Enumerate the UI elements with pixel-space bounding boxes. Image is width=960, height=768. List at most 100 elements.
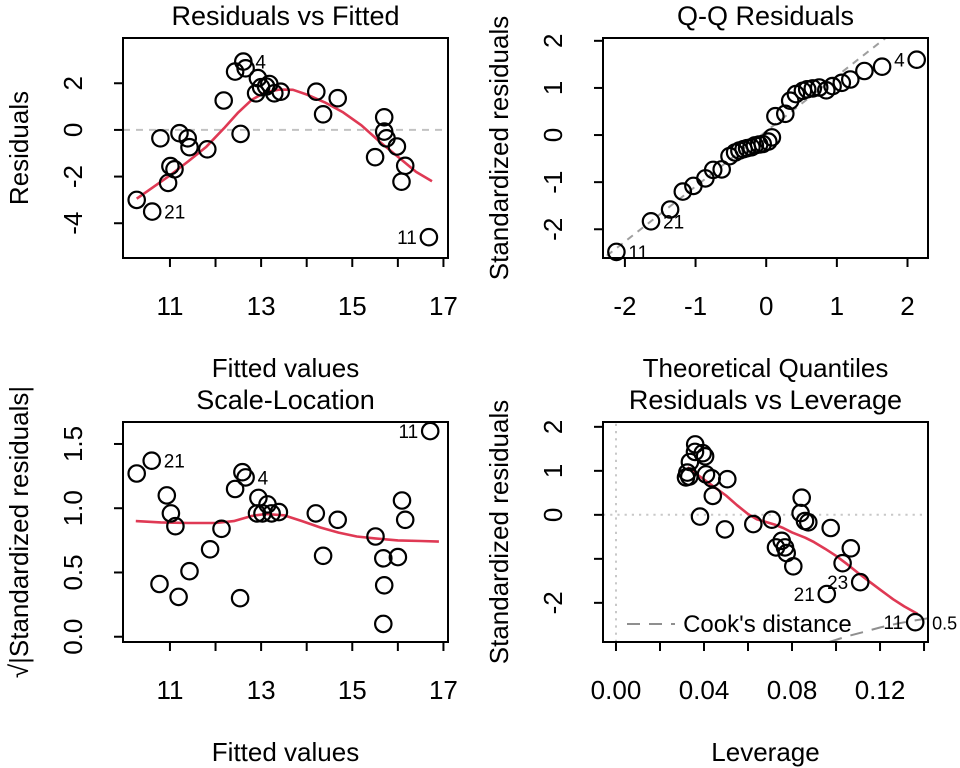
data-point [821,518,840,538]
data-point [703,486,723,506]
y-tick-label: 2 [58,76,88,90]
data-point [236,59,255,78]
data-point [832,73,852,93]
data-point [165,160,184,179]
data-point [905,612,925,632]
loess-smooth-line [135,512,439,543]
data-point [780,91,800,110]
data-point [855,61,874,81]
data-point [180,137,199,157]
data-point [169,587,188,607]
data-point [212,519,231,539]
data-point [395,156,415,176]
data-point [180,561,199,581]
data-point [762,128,782,147]
data-point [840,70,860,89]
point-label-11: 11 [884,613,904,634]
data-point [718,469,737,489]
panel-residuals-vs-fitted: 11 13 15 17 -4 -2 0 2 Residuals vs Fitted Fitted … [4,1,458,383]
x-tick-label: 15 [338,675,367,705]
data-point [766,106,785,126]
data-point [660,200,680,219]
y-tick-label: 1.0 [58,490,88,526]
x-axis-label: Theoretical Quantiles [643,353,889,383]
x-tick-label: -1 [684,291,707,321]
data-point [387,137,407,156]
point-label-11: 11 [398,422,418,443]
data-point [792,488,811,507]
y-axis-label: Residuals [4,91,34,205]
data-point [373,549,393,568]
data-point [676,468,696,487]
data-point [693,443,712,463]
cooks-distance-contour [829,617,928,642]
data-point [225,479,245,499]
data-point [271,82,290,101]
panel-scale-location: 11 13 15 17 0.0 0.5 1.0 1.5 Scale-Location Fitted… [4,385,458,767]
data-point [151,129,170,148]
y-tick-label: -2 [538,218,568,241]
x-axis-label: Fitted values [212,353,359,383]
data-point [313,546,333,566]
data-point [127,190,146,210]
data-point [766,538,786,557]
point-label-4: 4 [258,468,269,489]
data-point [313,105,333,124]
cooks-distance-legend-label: Cook's distance [683,611,852,638]
cooks-level-0_5-label: 0.5 [932,613,957,633]
data-point [214,91,233,110]
data-point [161,156,180,176]
data-point [178,129,197,148]
data-point [142,451,161,470]
data-point [373,614,393,634]
data-point [161,504,181,523]
plot-border [602,421,929,643]
y-tick-label: 2 [538,420,568,434]
data-point [374,576,394,595]
plot-area [135,512,439,543]
panel-qq-residuals: -2 -1 0 1 2 -2 -1 0 1 2 Q-Q Residuals Theoretical Q… [484,1,929,383]
data-point [907,50,926,69]
point-label-21: 21 [164,452,185,473]
point-label-11: 11 [628,243,648,264]
y-tick-label: 1.5 [58,426,88,462]
plot-area [603,422,928,642]
data-point [841,539,861,558]
point-label-21: 21 [164,203,185,224]
data-point [328,88,347,108]
data-point [758,132,778,151]
data-point [392,172,411,191]
data-point [798,513,818,532]
panel-title: Residuals vs Leverage [629,385,902,415]
y-tick-label: 0.0 [58,619,88,655]
y-tick-label: 1 [538,81,568,95]
x-tick-label: 1 [830,291,844,321]
data-point [236,468,255,487]
data-point [230,588,250,608]
data-point [690,507,710,526]
data-point [306,82,326,101]
x-tick-label: 0.04 [679,675,730,705]
data-point [803,79,823,98]
data-point [366,527,385,546]
y-tick-label: 0 [538,508,568,522]
data-point [127,464,146,483]
plot-area [123,88,448,200]
data-point [715,520,735,539]
x-tick-label: 0.00 [591,675,642,705]
x-tick-label: 11 [156,291,183,321]
data-point [420,421,440,441]
x-axis-label: Leverage [711,737,819,767]
data-point [262,504,281,523]
data-point [850,572,870,592]
data-point [395,510,415,530]
data-point [833,553,852,573]
data-point [306,504,326,523]
data-point [388,547,408,567]
panel-title: Residuals vs Fitted [171,1,399,31]
data-point [703,160,723,180]
y-axis-label: Standardized residuals [484,16,514,281]
y-axis-label: √|Standardized residuals| [4,386,34,678]
data-point [783,557,803,576]
data-point [607,242,626,262]
